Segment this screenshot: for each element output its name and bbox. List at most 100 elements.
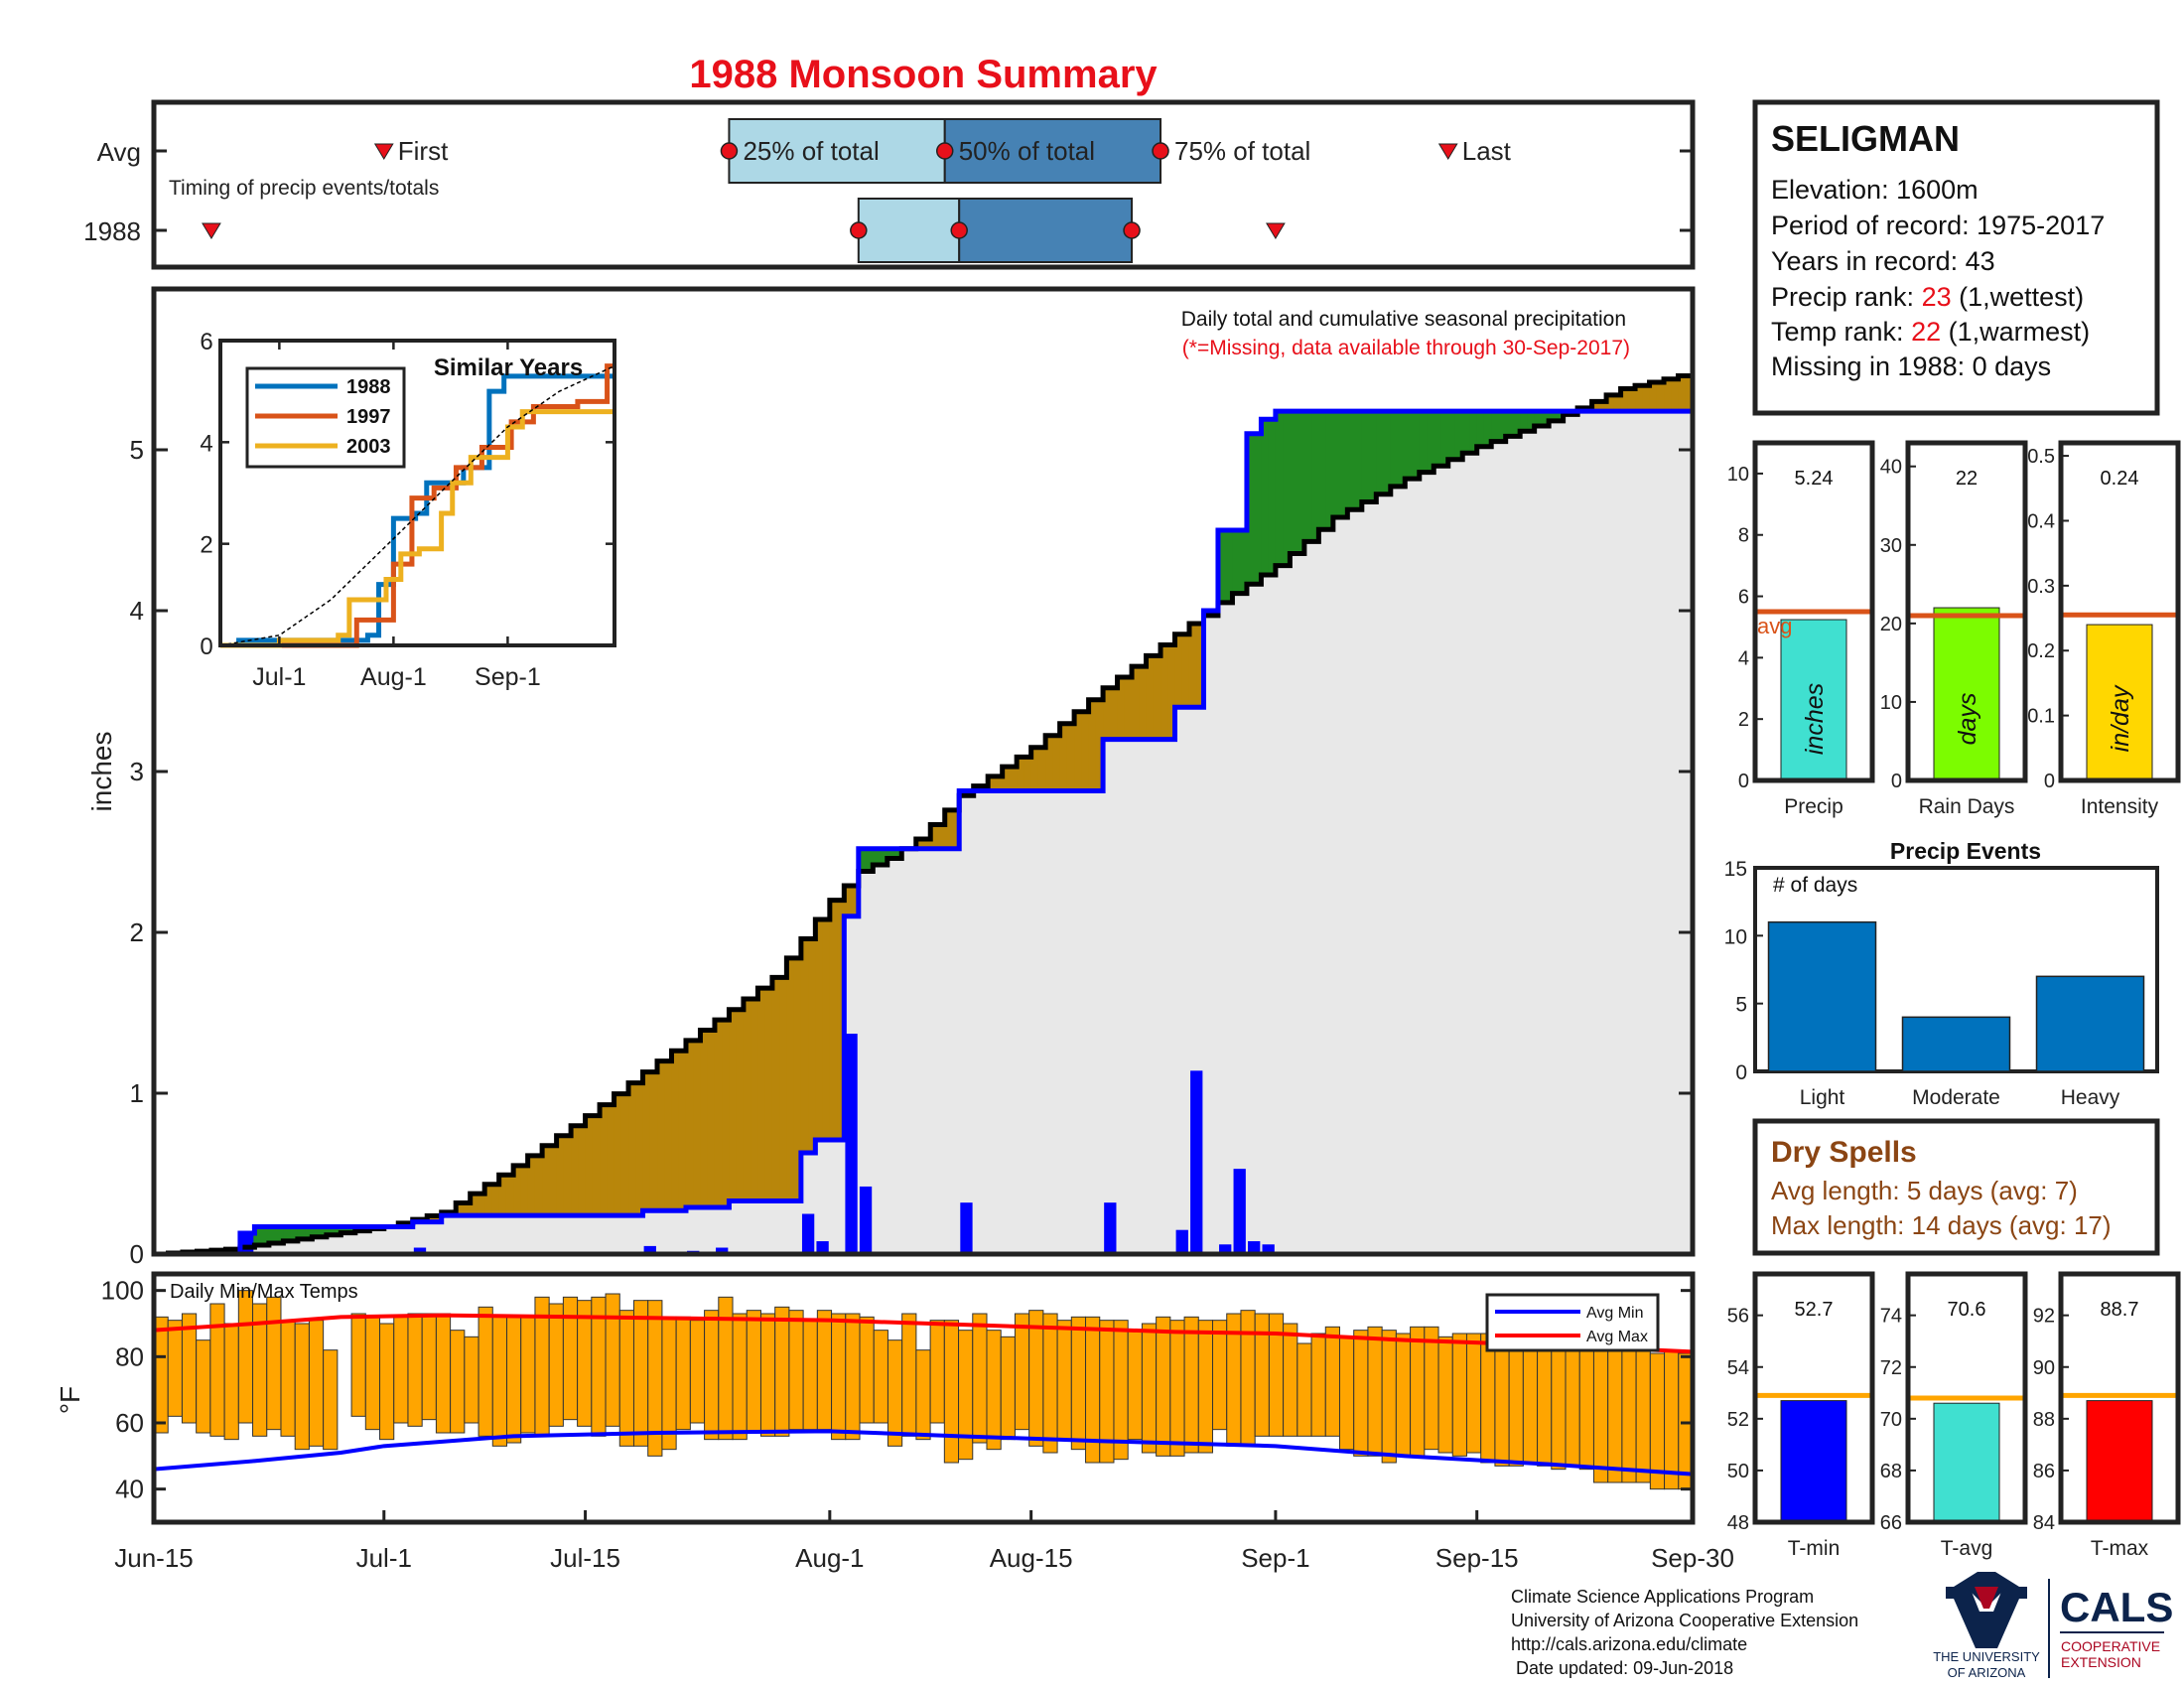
season-category-label: Rain Days xyxy=(1919,795,2015,818)
daily-temp-bar xyxy=(788,1310,804,1431)
daily-precip-bars xyxy=(241,1034,1275,1254)
below-average-area xyxy=(1656,381,1665,412)
daily-temp-bar xyxy=(1649,1352,1666,1490)
below-average-area xyxy=(793,957,802,1201)
season-y-tick-label: 8 xyxy=(1738,525,1749,547)
above-average-area xyxy=(1268,419,1277,575)
below-average-area xyxy=(736,1009,745,1201)
date-x-tick-label: Sep-1 xyxy=(1241,1543,1309,1573)
footer-line-1: Climate Science Applications Program xyxy=(1511,1587,1814,1607)
below-average-area xyxy=(1181,633,1190,708)
above-average-area xyxy=(290,1226,299,1241)
precip-chart-note: (*=Missing, data available through 30-Se… xyxy=(1182,337,1630,359)
below-average-area xyxy=(693,1040,702,1208)
inset-y-tick-label: 2 xyxy=(200,532,212,559)
daily-temp-bar xyxy=(294,1323,310,1451)
below-average-area xyxy=(642,1071,651,1211)
dry-spells-title: Dry Spells xyxy=(1771,1136,1917,1169)
below-average-area xyxy=(729,1009,738,1201)
below-average-area xyxy=(671,1051,680,1211)
below-average-area xyxy=(477,1194,485,1216)
above-average-area xyxy=(1340,411,1348,518)
below-average-area xyxy=(937,824,946,849)
daily-temp-bar xyxy=(1578,1336,1594,1471)
daily-temp-bar xyxy=(1522,1336,1539,1464)
tmean-value-label: 52.7 xyxy=(1795,1299,1834,1321)
below-average-area xyxy=(944,809,953,849)
cumulative-base-area xyxy=(154,411,1693,1254)
below-average-area xyxy=(1671,378,1680,412)
precip-events-chart: Precip Events Light Moderate Heavy 0 5 10 15 #… xyxy=(1724,838,2159,1109)
daily-temp-bar xyxy=(1169,1320,1185,1457)
below-average-area xyxy=(563,1135,572,1216)
above-average-area xyxy=(1283,411,1291,566)
below-average-area xyxy=(1009,767,1018,791)
above-average-area xyxy=(1332,411,1341,518)
below-average-area xyxy=(1649,381,1658,412)
station-temp-rank: Temp rank: 22 (1,warmest) xyxy=(1771,317,2090,347)
legend-avg-min: Avg Min xyxy=(1586,1305,1644,1322)
below-average-area xyxy=(1024,757,1032,791)
daily-temp-bar xyxy=(237,1290,254,1424)
below-average-area xyxy=(1088,699,1097,791)
above-average-area xyxy=(873,848,882,865)
temp-rank-value: 22 xyxy=(1911,317,1941,347)
dry-spells-max: Max length: 14 days (avg: 17) xyxy=(1771,1210,2112,1240)
below-average-area xyxy=(585,1115,594,1216)
above-average-area xyxy=(297,1226,306,1239)
avg-max-line xyxy=(153,1313,1694,1354)
above-average-area xyxy=(1505,411,1514,437)
precip-rank-value: 23 xyxy=(1922,282,1952,312)
date-x-tick-label: Aug-1 xyxy=(795,1543,864,1573)
similar-years-title: Similar Years xyxy=(434,354,583,381)
below-average-area xyxy=(1188,623,1197,708)
below-average-area xyxy=(951,809,960,849)
daily-temp-bar xyxy=(1424,1326,1439,1451)
daily-temp-bar xyxy=(393,1316,409,1424)
precip-y-tick-label: 4 xyxy=(130,596,144,626)
above-average-area xyxy=(1369,411,1377,502)
below-average-area xyxy=(743,998,751,1201)
below-average-area xyxy=(757,988,766,1201)
precip-events-y-tick-label: 15 xyxy=(1724,858,1747,881)
season-y-tick-label: 6 xyxy=(1738,587,1749,609)
above-average-area xyxy=(866,848,874,872)
season-category-label: Intensity xyxy=(2081,795,2159,818)
temp-y-tick-label: 80 xyxy=(115,1341,144,1371)
timing-triangle-marker xyxy=(1266,222,1286,239)
precip-y-tick-label: 3 xyxy=(130,757,144,786)
temperature-means-panels: 52.7 48 50 52 54 56 T-min 70.6 66 68 70 72 74 T-avg 88… xyxy=(1727,1271,2181,1560)
below-average-area xyxy=(1066,723,1075,791)
tmean-y-tick-label: 66 xyxy=(1880,1512,1902,1534)
timing-box-upper xyxy=(958,198,1134,263)
tmean-category-label: T-min xyxy=(1788,1537,1841,1560)
avg-min-line xyxy=(153,1429,1694,1477)
below-average-area xyxy=(1030,747,1039,791)
station-elevation: Elevation: 1600m xyxy=(1771,175,1979,205)
below-average-area xyxy=(764,988,773,1201)
tmean-panel-frame xyxy=(1905,1271,2028,1525)
above-average-area xyxy=(1361,411,1370,502)
timing-q50-label: 50% of total xyxy=(959,136,1095,166)
above-average-area xyxy=(1454,411,1463,460)
above-average-area xyxy=(1261,419,1270,575)
below-average-area xyxy=(1635,385,1643,412)
season-bar xyxy=(1933,607,2000,781)
season-bar xyxy=(2086,624,2153,781)
station-precip-rank: Precip rank: 23 (1,wettest) xyxy=(1771,282,2084,312)
above-average-area xyxy=(1498,411,1507,442)
below-average-area xyxy=(923,839,931,849)
above-average-area xyxy=(1427,411,1434,473)
daily-precip-bar xyxy=(816,1241,829,1254)
daily-temp-bar xyxy=(1607,1339,1623,1483)
daily-temp-bar xyxy=(915,1349,931,1441)
above-average-area xyxy=(1225,530,1234,603)
dry-spells-box: Dry Spells Avg length: 5 days (avg: 7) M… xyxy=(1752,1118,2160,1256)
below-average-area xyxy=(549,1145,558,1216)
daily-temp-bar xyxy=(548,1303,564,1427)
timing-quantile-dot xyxy=(1123,221,1141,239)
above-average-area xyxy=(1541,411,1550,427)
below-average-area xyxy=(1606,394,1614,412)
above-average-area xyxy=(1462,411,1471,454)
